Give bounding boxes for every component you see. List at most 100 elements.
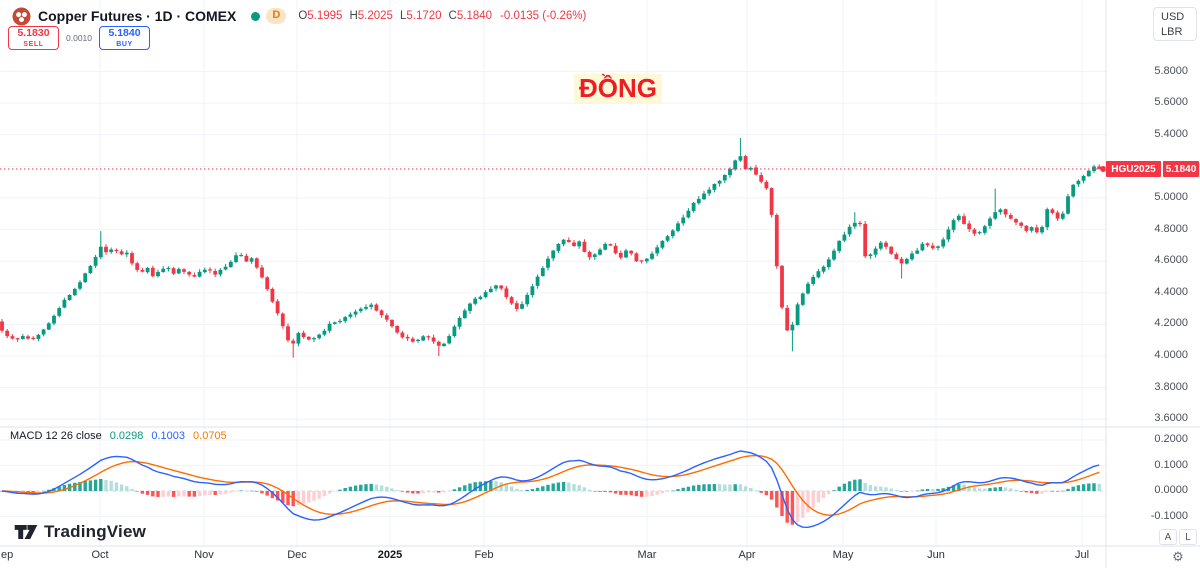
candle-body [566,240,571,243]
time-axis-tick: ep [1,549,14,561]
symbol-title[interactable]: Copper Futures · 1D · COMEX [38,8,237,24]
candle-body [343,317,348,322]
macd-hist-bar [151,491,155,497]
candle-body [457,318,462,327]
macd-hist-bar [343,488,347,491]
chart-text-annotation[interactable]: ĐỒNG [574,74,662,104]
candle-body [852,222,857,227]
time-axis-tick: 2025 [377,549,403,561]
price-axis[interactable]: 5.8000 5.6000 5.4000 5.0000 4.8000 4.6000 4.40… [1106,0,1200,546]
macd-line [1,450,1100,528]
macd-hist-bar [567,482,571,491]
macd-hist-bar [1040,491,1044,494]
macd-hist-bar [671,490,675,492]
macd-hist-bar [213,491,217,495]
buy-button[interactable]: 5.1840 BUY [99,26,150,50]
macd-hist-bar [296,491,301,505]
macd-hist-bar [447,491,451,492]
macd-hist-bar [166,491,171,497]
macd-hist-bar [374,484,379,491]
macd-hist-bar [26,491,30,493]
macd-hist-bar [561,482,566,491]
macd-hist-bar [140,491,145,494]
macd-hist-bar [31,491,35,493]
price-unit-box[interactable]: USD LBR [1153,7,1197,41]
candle-body [504,288,509,297]
macd-hist-bar [104,479,108,491]
macd-hist-bar [790,491,795,525]
macd-hist-bar [1081,484,1086,491]
macd-hist-bar [400,491,405,492]
macd-hist-bar [993,487,997,491]
candle-body [587,252,592,258]
candle-body [20,336,25,339]
macd-hist-bar [743,486,748,491]
candle-body [197,271,202,277]
macd-hist-bar [1014,489,1018,491]
candle-body [192,275,197,277]
macd-hist-bar [801,491,805,518]
candle-body [1081,176,1086,181]
interval-badge[interactable]: D [266,8,287,24]
macd-axis-tick: 0.0000 [1154,484,1188,496]
macd-hist-bar [676,489,680,491]
time-axis[interactable]: ep Oct Nov Dec 2025 Feb Mar Apr May Jun Jul [0,546,1200,568]
macd-indicator-legend[interactable]: MACD 12 26 close 0.0298 0.1003 0.0705 [10,430,227,442]
candle-body [114,249,119,252]
candle-body [800,293,805,305]
macd-hist-bar [738,484,743,491]
candle-body [904,258,909,264]
sell-button[interactable]: 5.1830 SELL [8,26,59,50]
candle-body [312,338,316,340]
candle-body [629,250,634,254]
candle-body [894,254,899,260]
candle-body [634,253,639,262]
candle-body [1055,212,1060,219]
candle-body [1086,170,1091,177]
candle-body [962,216,966,224]
candle-body [145,267,150,273]
macd-hist-bar [1029,491,1034,493]
macd-hist-bar [665,491,670,492]
candle-body [899,258,904,264]
candle-body [306,336,311,340]
candle-body [468,303,472,311]
log-scale-button[interactable]: L [1179,529,1197,545]
macd-hist-bar [489,481,493,491]
macd-hist-bar [99,479,103,491]
candle-body [540,268,545,277]
candle-body [488,288,493,293]
candle-body [1045,209,1050,228]
timezone-settings-gear-icon[interactable]: ⚙ [1172,549,1184,564]
macd-hist-bar [551,483,555,491]
macd-hist-bar [57,486,61,491]
candle-body [171,268,176,274]
candle-body [182,269,186,272]
macd-hist-bar [197,491,202,497]
candle-body [426,336,431,338]
candle-body [1034,227,1039,233]
macd-hist-bar [785,491,789,523]
candle-body [795,304,800,325]
candle-body [78,282,82,289]
candle-body [52,315,56,324]
macd-hist-bar [171,491,176,497]
candle-body [811,277,816,284]
macd-hist-bar [244,490,249,492]
macd-hist-bar [712,484,717,491]
chart-header: Copper Futures · 1D · COMEX D O5.1995 H5… [12,5,586,27]
macd-hist-bar [873,486,878,491]
candle-body [1014,219,1018,223]
macd-hist-bar [1035,491,1039,494]
macd-hist-bar [223,491,228,494]
macd-hist-bar [1066,488,1070,491]
candle-body [681,217,686,224]
candle-body [977,232,982,234]
macd-hist-bar [395,490,399,491]
time-axis-tick: Jul [1074,549,1090,561]
auto-scale-button[interactable]: A [1159,529,1177,545]
candle-body [104,246,108,253]
candle-body [618,252,623,258]
macd-hist-bar [504,484,509,491]
